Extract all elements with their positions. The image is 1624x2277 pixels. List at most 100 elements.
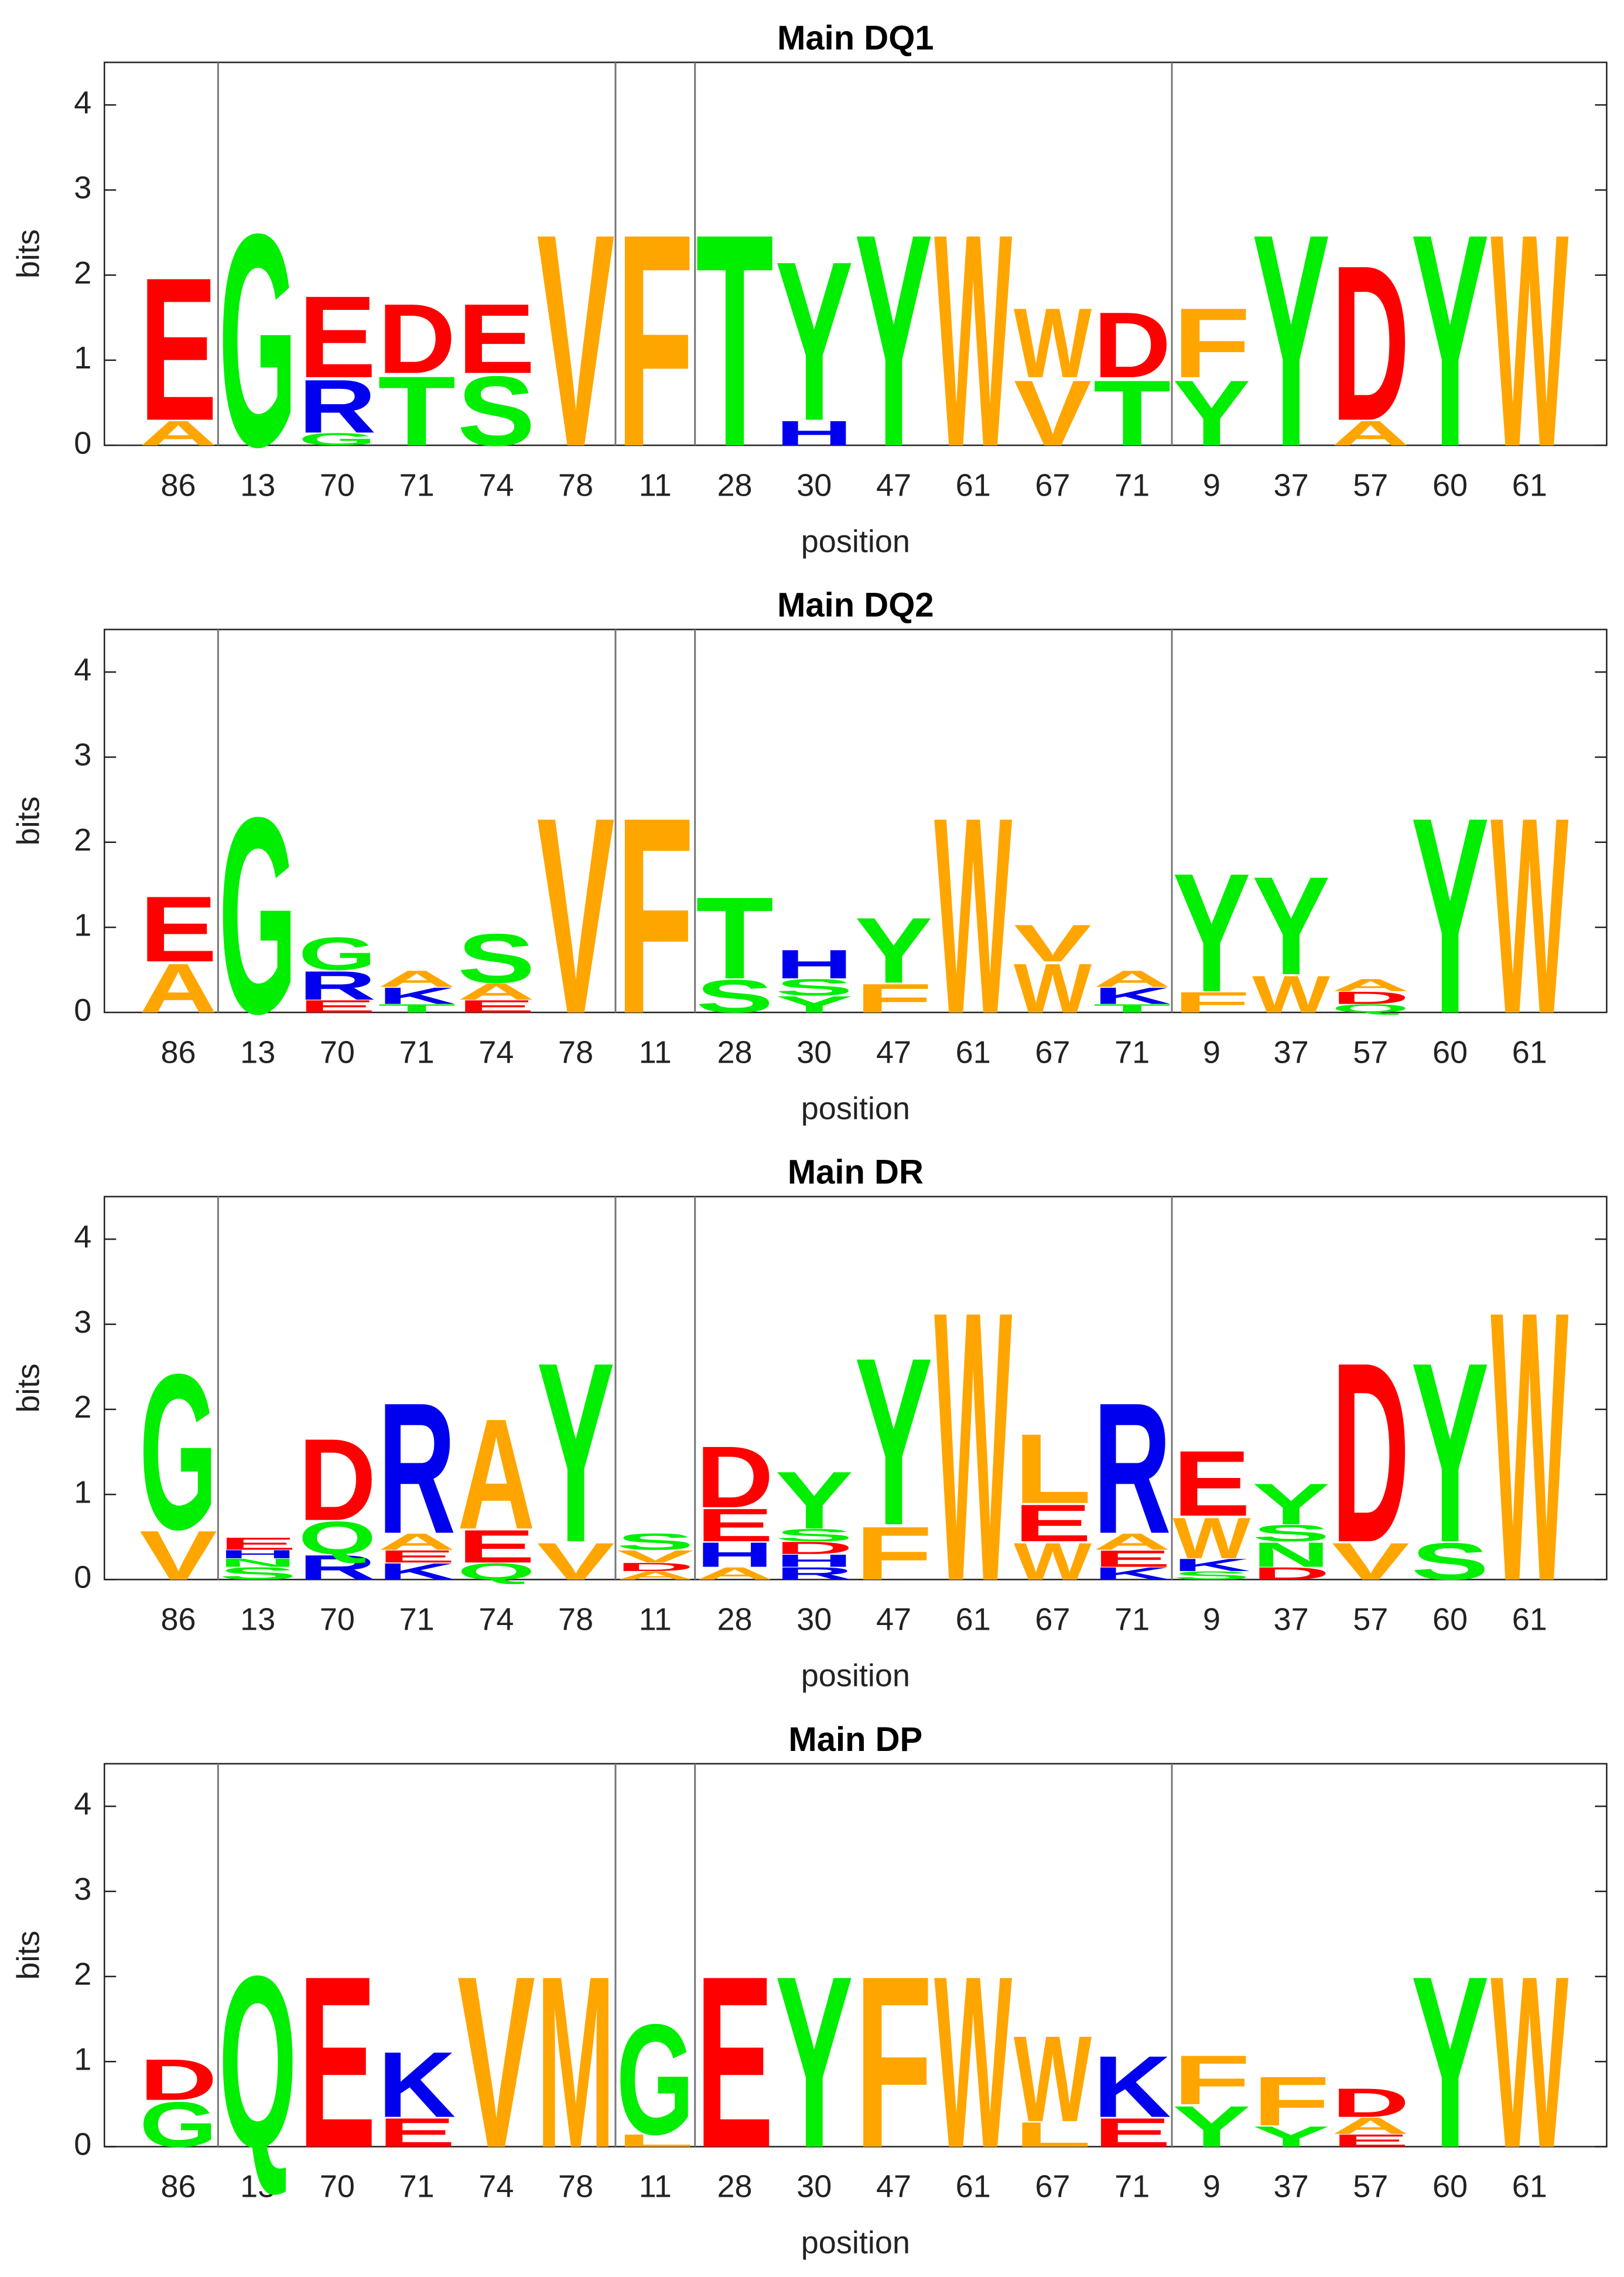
logo-letter: Y [1172,838,1250,1027]
logo-letter: W [1172,1506,1251,1571]
x-tick-label: 86 [160,1602,196,1637]
logo-letter: E [298,1926,376,2199]
logo-letter: W [1014,1532,1092,1591]
logo-letter: H [775,1551,853,1571]
x-tick-label: 61 [956,2169,991,2204]
x-tick-label: 47 [876,1602,911,1637]
y-tick-label: 2 [74,822,91,858]
x-axis-label: position [801,1658,910,1694]
y-tick-label: 0 [74,993,91,1028]
y-tick-label: 3 [74,1305,91,1340]
logo-letter: T [1093,1002,1171,1015]
logo-letter: H [219,1548,297,1561]
logo-letter: A [1332,975,1410,995]
logo-letter: E [1172,1432,1250,1536]
logo-letter: Q [457,1559,535,1585]
x-tick-label: 60 [1432,1035,1468,1070]
x-tick-label: 30 [796,1035,832,1070]
logo-letter: Y [1252,847,1330,1003]
logo-letter: W [1490,759,1569,1072]
x-tick-label: 37 [1274,1035,1309,1070]
logo-letter: A [139,414,217,453]
logo-letter: Y [854,171,932,510]
x-tick-label: 71 [399,467,435,503]
logo-letter: F [1172,288,1250,399]
x-tick-label: 13 [240,1035,275,1070]
x-tick-label: 78 [558,1602,593,1637]
logo-letter: D [616,1561,694,1573]
logo-letter: E [219,1534,297,1554]
x-tick-label: 70 [320,467,355,503]
logo-letter: W [934,759,1013,1072]
y-tick-label: 3 [74,738,91,773]
logo-letter: D [1252,1563,1330,1583]
logo-letter: E [457,284,535,394]
x-tick-label: 71 [1114,2169,1150,2204]
chart-title: Main DP [788,1720,922,1759]
logo-letter: A [457,1387,535,1563]
logo-letter: Y [1411,1309,1489,1596]
logo-letter: G [616,1992,694,2168]
logo-letter: S [1252,1520,1330,1547]
logo-letter: F [854,976,932,1022]
logo-letter: H [696,1535,774,1575]
logo-letter: S [1411,1532,1489,1591]
logo-letter: W [1014,288,1092,399]
x-tick-label: 71 [1114,1602,1150,1637]
x-tick-label: 11 [639,467,672,503]
x-tick-label: 9 [1203,1035,1220,1070]
logo-letter: D [378,284,456,394]
y-axis-label: bits [11,1364,46,1413]
y-tick-label: 0 [74,425,91,460]
logo-letter: E [298,272,376,402]
logo-letter: D [775,1538,853,1558]
logo-letter: R [298,963,376,1009]
y-axis-label: bits [11,1931,46,1980]
x-tick-label: 67 [1035,1035,1070,1070]
x-tick-label: 61 [1512,1602,1547,1637]
logo-letter: K [1093,2037,1171,2135]
logo-letter: K [1093,983,1171,1009]
logo-letter: A [1332,414,1410,453]
logo-letter: F [854,1926,932,2199]
y-tick-label: 1 [74,1474,91,1510]
plot-frame [104,1196,1608,1580]
logo-letter: V [1014,914,1092,973]
y-tick-label: 2 [74,1957,91,1992]
x-tick-label: 11 [639,1602,672,1637]
logo-letter: W [934,171,1013,510]
x-axis-label: position [801,1091,910,1126]
logo-letter: Q [298,1512,376,1564]
y-axis-label: bits [11,229,46,278]
logo-letter: K [1093,1563,1171,1583]
plot-frame [104,1763,1608,2148]
logo-letter: Y [1172,2095,1250,2160]
logo-letter: E [139,236,217,464]
x-tick-label: 57 [1353,467,1388,503]
y-tick-label: 2 [74,1390,91,1425]
x-tick-label: 78 [558,467,593,503]
y-tick-label: 4 [74,85,91,120]
logo-letter: A [139,950,217,1027]
logo-letter: F [616,171,694,510]
logo-letter: V [1332,1532,1410,1591]
logo-letter: Y [854,899,932,1003]
logo-letter: E [696,1500,774,1552]
x-tick-label: 61 [956,1602,991,1637]
x-tick-label: 11 [639,1035,672,1070]
x-tick-label: 61 [956,467,991,503]
logo-letter: E [1332,2131,1410,2150]
logo-letter: W [934,1926,1013,2199]
logo-letter: R [298,1548,376,1588]
logo-letter: E [696,1926,774,2199]
logo-letter: A [457,979,535,1005]
y-tick-label: 2 [74,255,91,291]
logo-letter: S [457,920,535,998]
chart-title: Main DQ1 [777,19,934,57]
logo-letter: Y [1252,1472,1330,1537]
logo-letter: H [775,414,853,453]
x-tick-label: 47 [876,467,911,503]
logo-letter: L [1014,1414,1092,1524]
y-tick-label: 1 [74,907,91,943]
